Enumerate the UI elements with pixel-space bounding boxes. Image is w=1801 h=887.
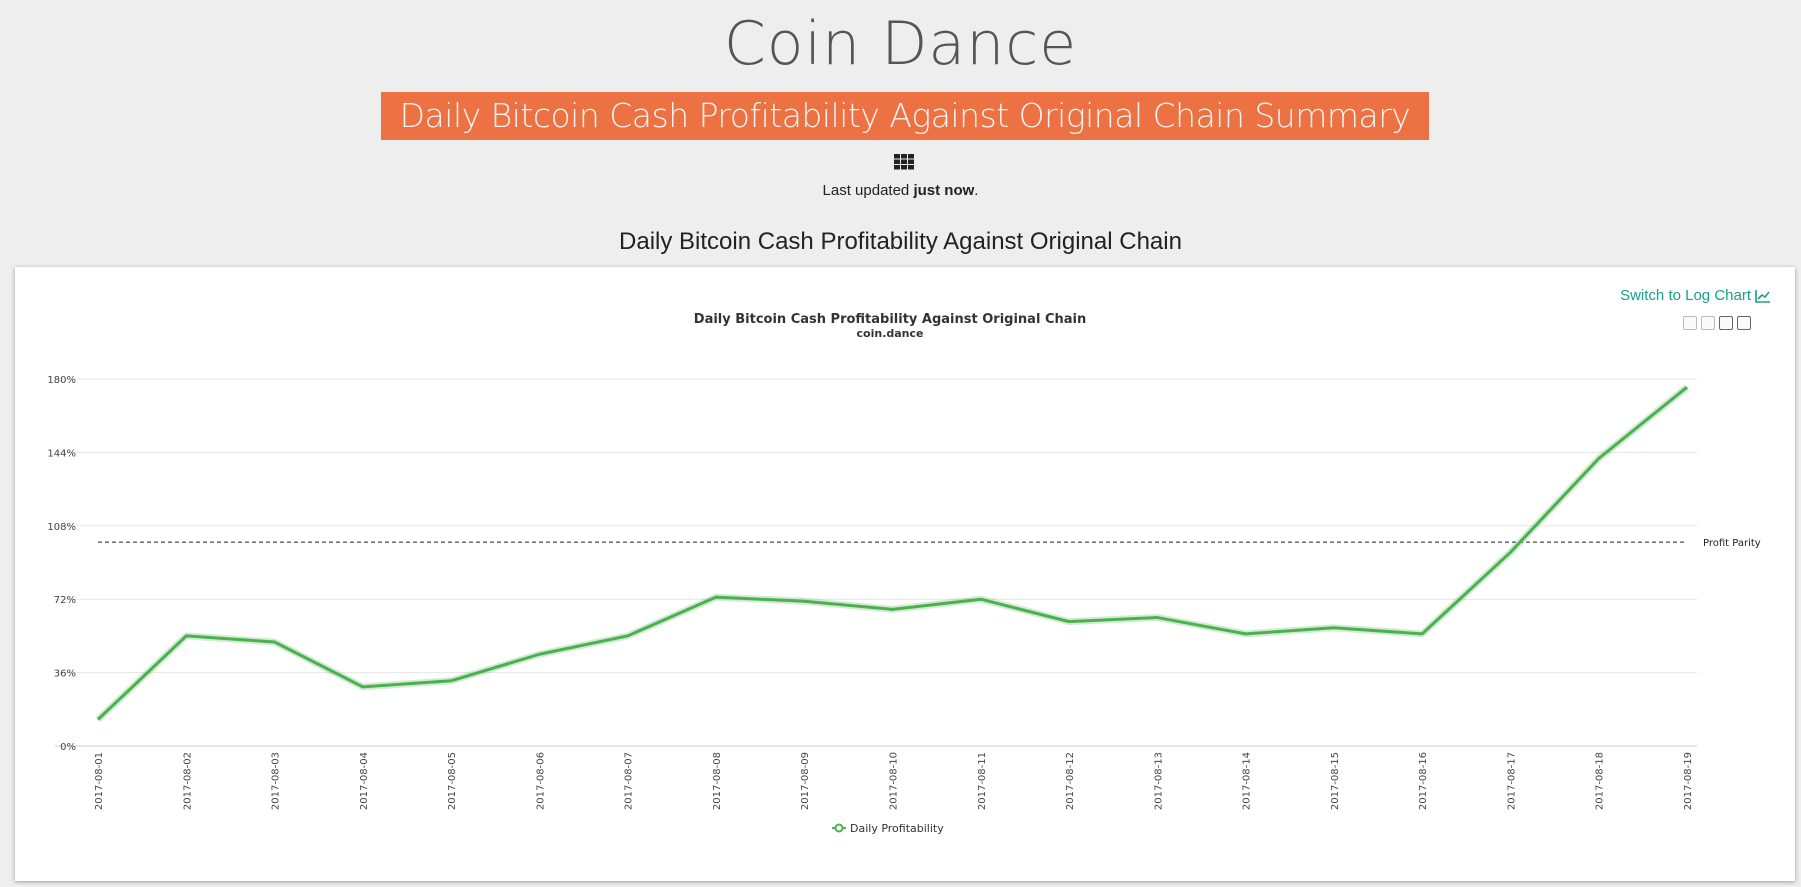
legend-label: Daily Profitability <box>850 822 944 835</box>
section-title: Daily Bitcoin Cash Profitability Against… <box>619 228 1182 255</box>
page-banner: Daily Bitcoin Cash Profitability Against… <box>381 92 1429 140</box>
data-point <box>979 598 982 601</box>
x-tick-label: 2017-08-05 <box>447 752 458 810</box>
switch-log-chart-label: Switch to Log Chart <box>1620 287 1751 304</box>
data-point <box>273 641 276 644</box>
data-point <box>1156 616 1159 619</box>
y-tick-label: 0% <box>60 742 76 753</box>
x-tick-label: 2017-08-04 <box>359 752 370 810</box>
menu-icon[interactable] <box>1737 316 1751 330</box>
last-updated-value: just now <box>913 182 975 199</box>
data-point <box>97 718 100 721</box>
data-point <box>450 679 453 682</box>
series-line <box>96 385 1688 721</box>
x-tick-label: 2017-08-17 <box>1506 752 1517 810</box>
data-point <box>538 653 541 656</box>
x-tick-label: 2017-08-11 <box>977 752 988 810</box>
x-tick-label: 2017-08-09 <box>800 752 811 810</box>
chart: Daily Bitcoin Cash Profitability Against… <box>47 312 1761 835</box>
x-tick-label: 2017-08-02 <box>182 752 193 810</box>
legend-marker <box>834 823 844 833</box>
x-tick-label: 2017-08-16 <box>1418 752 1429 810</box>
chart-title: Daily Bitcoin Cash Profitability Against… <box>694 312 1086 327</box>
last-updated: Last updated just now. <box>0 182 1801 199</box>
chart-toolbar <box>1683 316 1751 330</box>
x-tick-label: 2017-08-19 <box>1683 752 1694 810</box>
y-tick-label: 144% <box>47 448 76 459</box>
zoom-out-icon[interactable] <box>1701 316 1715 330</box>
x-tick-label: 2017-08-13 <box>1153 752 1164 810</box>
switch-log-chart-link[interactable]: Switch to Log Chart <box>1620 287 1771 304</box>
data-point <box>1509 551 1512 554</box>
data-point <box>1597 457 1600 460</box>
x-tick-label: 2017-08-15 <box>1330 752 1341 810</box>
y-tick-label: 108% <box>47 522 76 533</box>
x-tick-label: 2017-08-12 <box>1065 752 1076 810</box>
y-tick-label: 180% <box>47 375 76 386</box>
zoom-in-icon[interactable] <box>1683 316 1697 330</box>
x-tick-label: 2017-08-08 <box>712 752 723 810</box>
data-point <box>1244 632 1247 635</box>
series-shadow <box>95 384 1690 723</box>
line-chart-icon <box>1755 289 1770 303</box>
data-point <box>185 634 188 637</box>
data-point <box>626 634 629 637</box>
data-point <box>1068 620 1071 623</box>
y-tick-label: 36% <box>54 669 76 680</box>
x-tick-label: 2017-08-14 <box>1242 752 1253 810</box>
data-point <box>891 608 894 611</box>
grid-icon[interactable] <box>894 154 914 170</box>
data-point <box>1686 386 1689 389</box>
x-tick-label: 2017-08-18 <box>1595 752 1606 810</box>
profit-parity-label: Profit Parity <box>1703 538 1761 549</box>
data-point <box>1421 632 1424 635</box>
chart-card: Switch to Log Chart Daily Bitcoin Cash P… <box>15 267 1795 881</box>
data-point <box>1332 626 1335 629</box>
pan-icon[interactable] <box>1719 316 1733 330</box>
last-updated-prefix: Last updated <box>822 182 914 199</box>
x-tick-label: 2017-08-10 <box>889 752 900 810</box>
y-tick-label: 72% <box>54 595 76 606</box>
x-tick-label: 2017-08-06 <box>535 752 546 810</box>
last-updated-suffix: . <box>974 182 979 199</box>
x-tick-label: 2017-08-07 <box>624 752 635 810</box>
x-tick-label: 2017-08-03 <box>271 752 282 810</box>
x-tick-label: 2017-08-01 <box>94 752 105 810</box>
chart-subtitle: coin.dance <box>857 327 924 340</box>
data-point <box>714 596 717 599</box>
data-point <box>361 685 364 688</box>
site-title: Coin Dance <box>723 9 1078 79</box>
data-point <box>803 600 806 603</box>
